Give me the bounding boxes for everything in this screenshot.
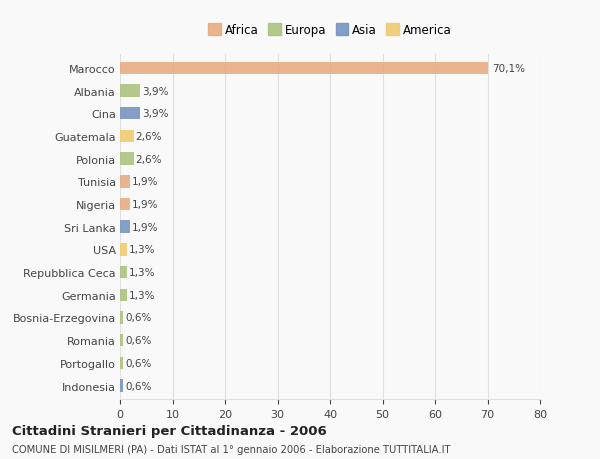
Bar <box>120 130 134 143</box>
Text: 70,1%: 70,1% <box>492 64 525 73</box>
Text: 3,9%: 3,9% <box>143 109 169 119</box>
Text: 3,9%: 3,9% <box>143 86 169 96</box>
Text: 0,6%: 0,6% <box>125 313 152 323</box>
Legend: Africa, Europa, Asia, America: Africa, Europa, Asia, America <box>206 22 454 39</box>
Bar <box>120 357 123 369</box>
Text: 0,6%: 0,6% <box>125 336 152 346</box>
Text: 1,9%: 1,9% <box>132 200 158 210</box>
Bar <box>120 334 123 347</box>
Text: 1,9%: 1,9% <box>132 222 158 232</box>
Bar <box>120 221 130 234</box>
Bar <box>120 266 127 279</box>
Bar <box>120 62 488 75</box>
Bar <box>120 176 130 188</box>
Bar <box>120 380 123 392</box>
Text: 1,3%: 1,3% <box>129 268 155 278</box>
Text: 1,3%: 1,3% <box>129 245 155 255</box>
Bar <box>120 108 140 120</box>
Text: Cittadini Stranieri per Cittadinanza - 2006: Cittadini Stranieri per Cittadinanza - 2… <box>12 425 327 437</box>
Text: 1,9%: 1,9% <box>132 177 158 187</box>
Bar <box>120 153 134 166</box>
Text: 1,3%: 1,3% <box>129 290 155 300</box>
Text: 0,6%: 0,6% <box>125 358 152 368</box>
Text: 0,6%: 0,6% <box>125 381 152 391</box>
Text: 2,6%: 2,6% <box>136 154 162 164</box>
Bar <box>120 312 123 324</box>
Text: 2,6%: 2,6% <box>136 132 162 142</box>
Bar <box>120 85 140 98</box>
Bar <box>120 289 127 302</box>
Bar <box>120 244 127 256</box>
Bar <box>120 198 130 211</box>
Text: COMUNE DI MISILMERI (PA) - Dati ISTAT al 1° gennaio 2006 - Elaborazione TUTTITAL: COMUNE DI MISILMERI (PA) - Dati ISTAT al… <box>12 444 451 454</box>
